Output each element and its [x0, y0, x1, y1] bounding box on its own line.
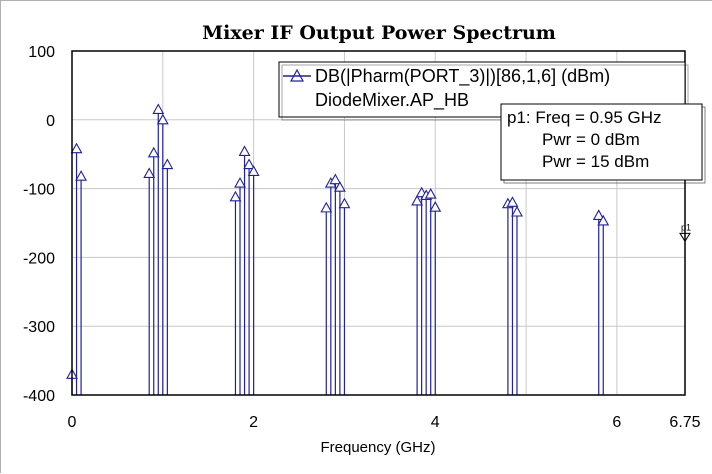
legend-series-name: DB(|Pharm(PORT_3)|)[86,1,6] (dBm)	[315, 66, 610, 87]
spectrum-point-marker	[161, 158, 174, 170]
spectrum-point-marker	[143, 167, 156, 179]
y-tick-label: 100	[28, 44, 55, 61]
spectrum-point-marker	[238, 145, 251, 156]
spectrum-point-marker	[592, 209, 605, 220]
y-tick-label: -400	[23, 388, 55, 405]
spectrum-point-marker	[243, 158, 256, 170]
spectrum-point-marker	[333, 181, 346, 192]
legend-triangle-marker	[289, 68, 305, 82]
spectrum-point-marker	[411, 194, 424, 206]
spectrum-point-marker	[320, 201, 333, 213]
marker-readout-box	[500, 103, 703, 181]
x-axis-label: Frequency (GHz)	[320, 439, 435, 456]
spectrum-point-marker	[429, 201, 442, 212]
x-tick-label: 4	[431, 414, 440, 431]
axis-ticks: 0 2 4 6 6.75 100 0 -100 -200 -300 -400	[23, 44, 701, 431]
spectrum-point-marker	[338, 197, 351, 209]
marker-p1-triangle	[679, 232, 691, 243]
y-tick-label: -300	[23, 319, 55, 336]
spectrum-point-marker	[152, 103, 165, 115]
spectrum-point-marker	[511, 205, 523, 217]
legend-series-source: DiodeMixer.AP_HB	[315, 90, 469, 111]
marker-readout-line-1: p1: Freq = 0.95 GHz	[507, 108, 662, 127]
x-tick-label: 6.75	[669, 414, 700, 431]
spectrum-point-marker	[229, 190, 242, 202]
spectrum-point-marker	[506, 196, 519, 207]
marker-readout-line-2: Pwr = 0 dBm	[542, 130, 640, 149]
chart-title: Mixer IF Output Power Spectrum	[202, 22, 556, 44]
y-tick-label: -200	[23, 250, 55, 267]
y-tick-label: 0	[46, 113, 55, 130]
plot-area-frame	[71, 50, 686, 396]
legend-shadow	[281, 64, 689, 121]
x-tick-label: 0	[68, 414, 77, 431]
spectrum-point-marker	[247, 165, 260, 176]
marker-p1-label: p1	[681, 222, 691, 232]
spectrum-point-marker	[156, 113, 169, 125]
spectrum-point-marker	[75, 170, 88, 181]
marker-readout[interactable]: p1: Freq = 0.95 GHz Pwr = 0 dBm Pwr = 15…	[500, 103, 706, 184]
spectrum-point-marker	[147, 146, 160, 158]
y-tick-label: -100	[23, 182, 55, 199]
spectrum-point-marker	[597, 214, 610, 226]
x-tick-label: 2	[249, 414, 258, 431]
spectrum-point-marker	[329, 173, 342, 185]
data-series	[66, 103, 610, 395]
spectrum-point-marker	[70, 142, 83, 154]
marker-readout-line-3: Pwr = 15 dBm	[542, 152, 649, 171]
spectrum-point-marker	[234, 176, 246, 188]
spectrum-point-marker	[424, 187, 437, 199]
marker-p1[interactable]: p1	[679, 222, 691, 243]
x-tick-label: 6	[612, 414, 621, 431]
